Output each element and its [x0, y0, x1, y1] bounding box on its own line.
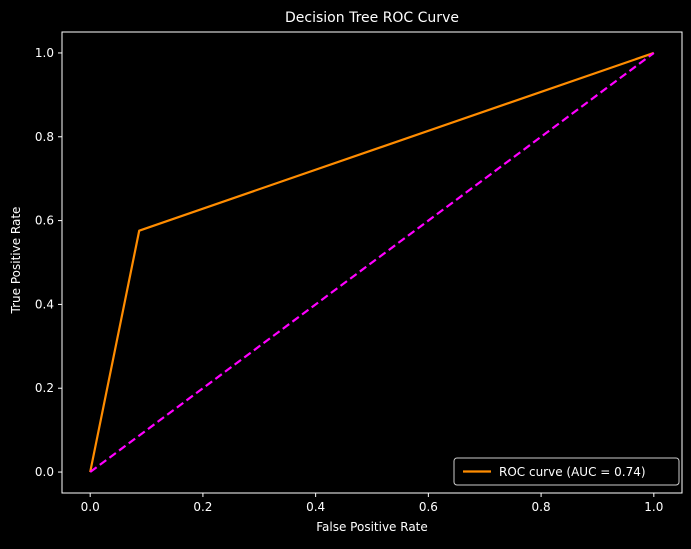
roc-curve-line	[89, 51, 655, 473]
plot-frame	[61, 31, 683, 494]
x-tick-label: 0.4	[306, 500, 325, 514]
x-tick-label: 0.0	[81, 500, 100, 514]
y-axis-label: True Positive Rate	[9, 207, 23, 315]
plot-area: 0.0 0.2 0.4 0.6 0.8 1.0 0.0 0.2 0.4 0.6 0.8 1.0	[35, 31, 683, 514]
chart-title: Decision Tree ROC Curve	[285, 10, 459, 26]
y-tick-label: 0.2	[35, 381, 54, 395]
chance-diagonal-line	[89, 52, 655, 473]
y-tick-label: 0.0	[35, 465, 54, 479]
legend-label-roc: ROC curve (AUC = 0.74)	[499, 465, 646, 479]
legend: ROC curve (AUC = 0.74)	[453, 457, 680, 486]
y-tick-label: 1.0	[35, 46, 54, 60]
x-axis-label: False Positive Rate	[316, 520, 428, 534]
x-tick-label: 0.8	[532, 500, 551, 514]
x-tick-label: 1.0	[644, 500, 663, 514]
y-tick-label: 0.6	[35, 214, 54, 228]
legend-box	[453, 457, 680, 486]
y-tick-label: 0.4	[35, 297, 54, 311]
x-tick-label: 0.2	[193, 500, 212, 514]
y-tick-label: 0.8	[35, 130, 54, 144]
x-tick-label: 0.6	[419, 500, 438, 514]
